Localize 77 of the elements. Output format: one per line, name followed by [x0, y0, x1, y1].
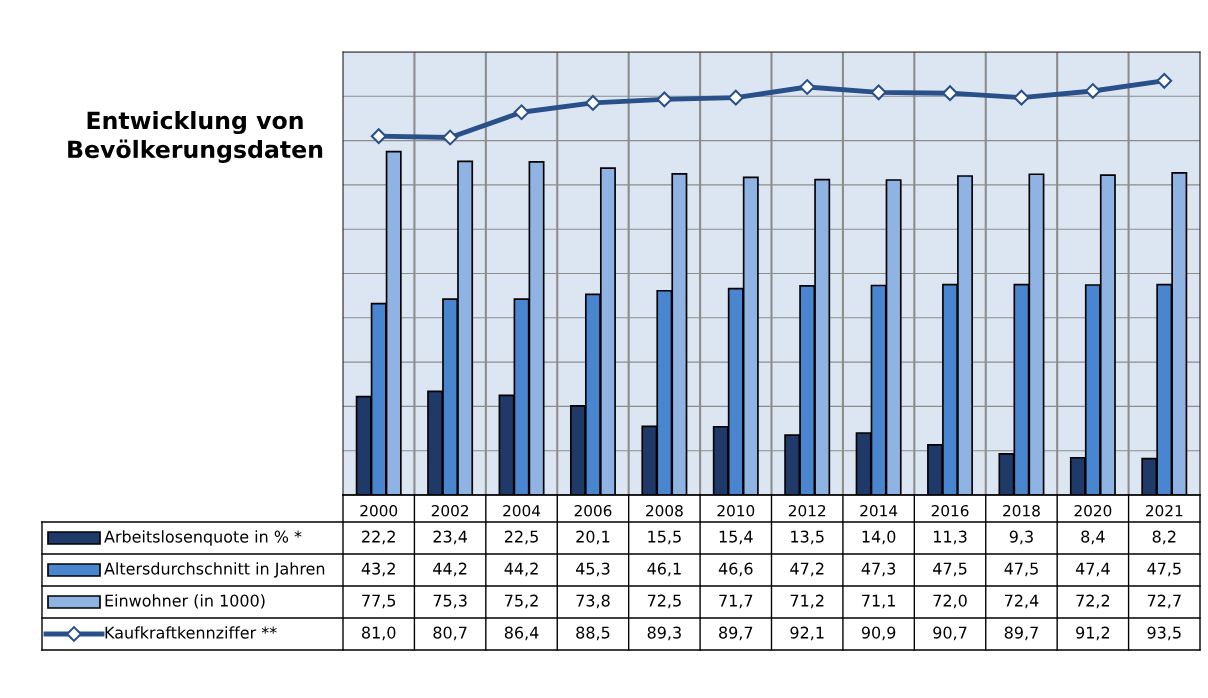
x-tick-label: 2004	[503, 504, 541, 517]
point	[585, 95, 601, 111]
data-label: 22,5	[504, 530, 538, 545]
data-label: 47,5	[933, 562, 967, 577]
point	[942, 85, 958, 102]
data-label: 75,3	[433, 594, 467, 609]
data-label: 43,2	[361, 562, 395, 577]
point	[513, 104, 530, 121]
point	[727, 89, 744, 106]
data-label: 20,1	[576, 530, 610, 545]
text: Entwicklung von Bevölkerungsdaten	[68, 111, 323, 163]
data-label: 80,7	[433, 626, 467, 641]
data-label: 92,1	[790, 626, 824, 641]
point	[370, 128, 387, 145]
x-tick-label: 2012	[788, 504, 826, 517]
data-label: 11,3	[934, 530, 967, 545]
data-label: 91,2	[1076, 626, 1110, 641]
data-label: 93,5	[1147, 626, 1181, 641]
data-label: 9,3	[1009, 530, 1033, 545]
x-tick-label: 2021	[1145, 504, 1183, 517]
data-label: 89,3	[647, 626, 681, 641]
data-label: 47,4	[1075, 562, 1110, 577]
data-label: 72,2	[1076, 594, 1110, 609]
data-label: 13,5	[791, 530, 824, 545]
point	[1156, 72, 1173, 89]
data-label: 71,7	[719, 594, 753, 609]
data-label: 71,2	[790, 594, 824, 609]
legend-label: Einwohner (in 1000)	[105, 594, 265, 609]
data-label: 90,9	[861, 626, 896, 641]
point	[1013, 89, 1030, 106]
point	[870, 84, 887, 101]
point	[656, 91, 673, 108]
data-label: 72,7	[1147, 594, 1181, 609]
data-label: 89,7	[1004, 626, 1038, 641]
data-label: 88,5	[576, 626, 610, 641]
point	[442, 129, 459, 146]
data-label: 47,5	[1147, 562, 1181, 577]
data-label: 47,3	[861, 562, 896, 577]
x-tick-label: 2002	[431, 504, 469, 517]
data-label: 8,4	[1081, 530, 1105, 545]
data-label: 73,8	[576, 594, 610, 609]
data-label: 22,2	[362, 530, 395, 545]
data-label: 86,4	[504, 626, 539, 641]
data-label: 47,5	[1004, 562, 1038, 577]
point	[1084, 83, 1101, 99]
data-label: 45,3	[575, 562, 610, 577]
x-tick-label: 2018	[1003, 504, 1040, 517]
data-label: 46,1	[647, 562, 681, 577]
data-label: 44,2	[504, 562, 538, 577]
data-label: 72,4	[1004, 594, 1039, 609]
data-label: 15,5	[648, 530, 681, 545]
data-label: 23,4	[433, 530, 468, 545]
x-tick-label: 2000	[360, 504, 398, 517]
x-tick-label: 2008	[646, 504, 683, 517]
data-label: 8,2	[1152, 530, 1176, 545]
x-tick-label: 2014	[860, 504, 898, 517]
data-label: 81,0	[362, 626, 396, 641]
data-label: 90,7	[933, 626, 967, 641]
data-label: 14,0	[862, 530, 896, 545]
x-tick-label: 2010	[717, 504, 755, 517]
data-label: 89,7	[719, 626, 753, 641]
data-label: 72,0	[933, 594, 967, 609]
data-label: 77,5	[362, 594, 396, 609]
data-label: 71,1	[862, 594, 895, 609]
data-label: 75,2	[505, 594, 538, 609]
x-tick-label: 2016	[931, 504, 969, 517]
data-label: 47,2	[790, 562, 824, 577]
data-label: 44,2	[433, 562, 467, 577]
x-tick-label: 2006	[574, 504, 612, 517]
data-label: 72,5	[647, 594, 681, 609]
legend-label: Kaufkraftkennziffer **	[105, 626, 277, 639]
data-label: 15,4	[719, 530, 753, 545]
x-tick-label: 2020	[1074, 504, 1112, 517]
legend-label: Altersdurchschnitt in Jahren	[104, 562, 325, 578]
data-label: 46,6	[718, 562, 753, 577]
legend-label: Arbeitslosenquote in % *	[104, 530, 302, 546]
point	[799, 79, 816, 95]
